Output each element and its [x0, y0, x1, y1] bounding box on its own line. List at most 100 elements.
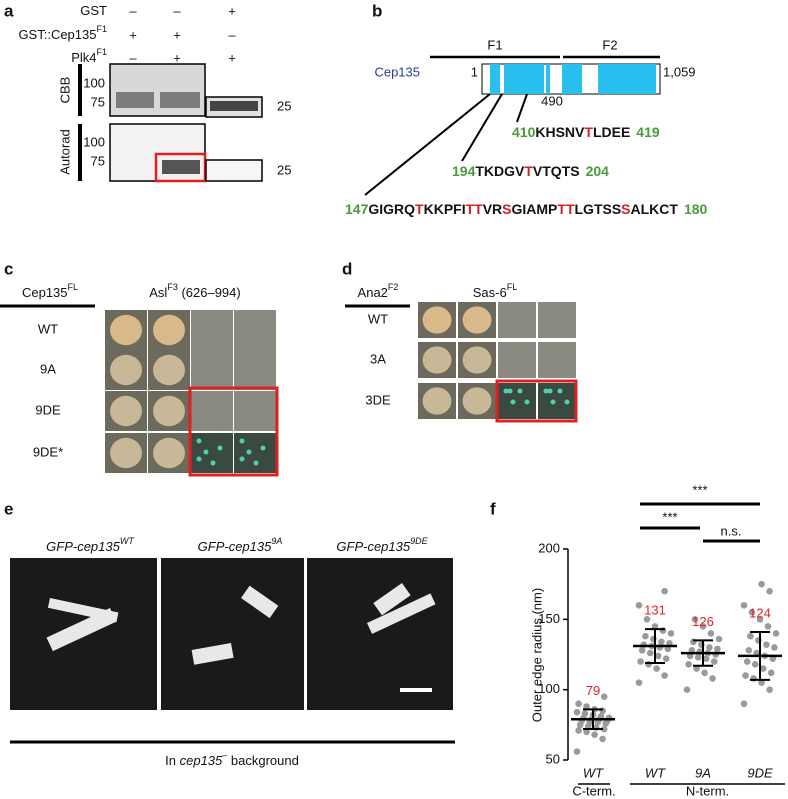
residue-number: 204: [586, 163, 610, 179]
data-point: [763, 641, 770, 648]
residue-number: 147: [345, 201, 369, 217]
sequence-segment: TT: [557, 201, 575, 217]
colony: [153, 314, 185, 346]
mean-label: 79: [586, 683, 600, 698]
data-point: [764, 623, 772, 630]
colony: [462, 346, 492, 374]
plate: [234, 350, 276, 390]
data-point: [599, 735, 606, 743]
data-point: [583, 703, 590, 710]
column-header: Cep135FL: [22, 282, 78, 300]
data-point: [694, 654, 702, 661]
highlight-box: [495, 379, 578, 423]
sequence-segment: S: [621, 201, 630, 217]
panel-label: f: [490, 499, 496, 518]
data-point: [661, 587, 668, 595]
gel: [109, 63, 206, 117]
text: Plk4: [71, 50, 96, 65]
colony: [217, 445, 223, 451]
colony: [462, 387, 492, 415]
sequence-segment: T: [524, 163, 533, 179]
data-point: [581, 710, 589, 717]
plate: [498, 302, 536, 338]
colony: [239, 456, 245, 462]
cell: [373, 582, 411, 616]
sequence-segment: TT: [466, 201, 484, 217]
row-label: 9A: [40, 361, 56, 376]
data-point: [575, 700, 582, 708]
data-point: [651, 623, 659, 630]
chart: 50 100 150 200 WT 79 C-term. WT 131 9A 126 9DE 124 N-…: [538, 540, 785, 798]
data-point: [740, 601, 748, 609]
colony: [110, 354, 142, 386]
data-point: [654, 652, 662, 660]
motif: [598, 64, 656, 94]
mw-label: 100: [83, 75, 105, 90]
data-point: [715, 635, 723, 643]
highlight-box: [154, 152, 207, 183]
gel: [205, 159, 263, 182]
sup: 9DE: [410, 536, 429, 546]
text: Ana2: [358, 285, 388, 300]
colony: [110, 314, 142, 346]
lane-mark: +: [228, 50, 236, 65]
data-point: [751, 661, 759, 668]
row-label: 3A: [370, 351, 386, 366]
lane-mark: –: [129, 3, 137, 18]
cell: [191, 642, 234, 665]
colony: [422, 387, 452, 415]
motif: [546, 64, 550, 94]
data-point: [756, 616, 764, 623]
plate: [538, 383, 576, 419]
mw-label: 100: [83, 134, 105, 149]
row-label: 9DE: [35, 402, 61, 417]
sequence-segment: GIAMP: [512, 201, 558, 217]
mw-label: 75: [91, 153, 105, 168]
row-label: Plk4F1: [71, 47, 107, 65]
colony: [210, 460, 216, 466]
residue: 490: [541, 93, 563, 108]
data-point: [661, 672, 668, 679]
text: cep135: [180, 753, 223, 768]
sup: –: [222, 750, 227, 760]
sequence-segment: KKPFI: [424, 201, 466, 217]
data-point: [653, 665, 660, 672]
colony: [203, 449, 209, 455]
data-point: [767, 669, 775, 677]
panel-label: c: [4, 259, 13, 278]
colony: [462, 306, 492, 334]
colony: [153, 437, 185, 469]
plate: [234, 433, 276, 473]
plate: [538, 342, 576, 378]
mw-label: 25: [277, 162, 291, 177]
text: Cep135: [22, 285, 68, 300]
sup: FL: [507, 282, 518, 292]
mw-label: 25: [277, 98, 291, 113]
connector: [516, 93, 528, 123]
y-tick-label: 150: [538, 611, 560, 626]
data-point: [646, 649, 654, 657]
colony: [422, 306, 452, 334]
micrograph: [307, 558, 453, 710]
motif: [562, 64, 582, 94]
x-tick-label: WT: [583, 765, 604, 780]
colony: [239, 438, 245, 444]
sequence-segment: T: [415, 201, 424, 217]
colony: [524, 399, 530, 405]
text: GFP-cep135: [336, 539, 410, 554]
scale-bar: [400, 688, 432, 692]
side-label: CBB: [57, 77, 72, 104]
colony: [507, 388, 513, 394]
caption: GFP-cep135WT: [46, 536, 135, 554]
band: [160, 92, 200, 108]
micrographs: GFP-cep135WT GFP-cep1359A GFP-cep1359DE: [10, 536, 453, 710]
data-point: [573, 708, 581, 716]
panel-label: a: [4, 1, 14, 20]
text: GST: [80, 3, 107, 18]
sequence-segment: GIGRQ: [368, 201, 415, 217]
plate: [191, 391, 233, 431]
sequence-segment: VTQTS: [533, 163, 580, 179]
data-point: [710, 658, 718, 665]
plate: [538, 302, 576, 338]
